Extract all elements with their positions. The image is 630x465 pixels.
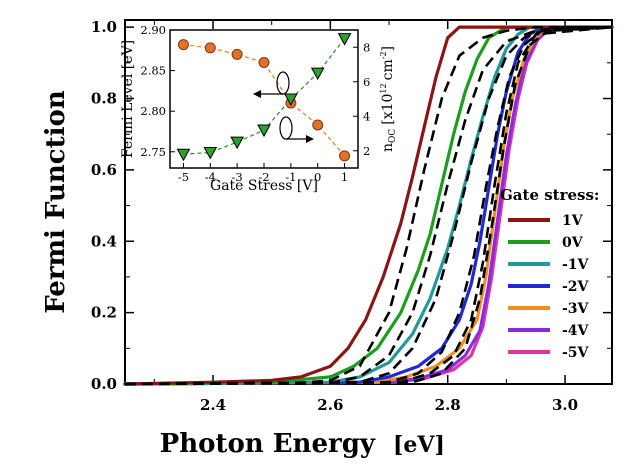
carrier-density-point [257, 124, 271, 138]
legend-items: 1V 0V -1V -2V -3V -4V -5V [508, 213, 590, 361]
series-line--4V [123, 25, 614, 386]
fermi-level-point [177, 39, 189, 51]
legend-label: -3V [562, 301, 590, 317]
legend: Gate stress: 1V 0V -1V -2V -3V -4V -5V [500, 186, 599, 361]
carrier-density-point [176, 148, 191, 162]
fit-line-4 [124, 25, 613, 386]
carrier-density-point [203, 146, 218, 160]
inset-chart: -5 -4 -3 -2 -1 0 1 2.75 2.80 2.85 2.90 2 4 6 8 Gate St… [120, 23, 398, 194]
fermi-level-point [231, 48, 243, 60]
carrier-density-point [230, 136, 244, 150]
inset-x-tick-label: -4 [205, 170, 216, 184]
y-tick-label: 0.2 [91, 304, 117, 322]
fit-curve-group [124, 25, 613, 386]
inset-right-tick-label: 8 [363, 40, 370, 54]
inset-x-tick-label: -2 [258, 170, 269, 184]
legend-label: 0V [562, 235, 584, 251]
inset-x-axis-title: Gate Stress [V] [210, 178, 318, 194]
main-plot-frame [124, 19, 613, 385]
right-axis-base: n [380, 143, 396, 152]
carrier-density-point [337, 33, 352, 46]
x-axis-unit: [eV] [393, 432, 445, 458]
carrier-density-point [310, 67, 325, 81]
inset-x-tick-label: -5 [178, 170, 189, 184]
series-line-0V [123, 25, 614, 386]
fermi-level-point [204, 42, 216, 54]
x-tick-label: 2.6 [317, 396, 343, 414]
legend-label: -5V [562, 345, 590, 361]
inset-x-tick-label: 1 [341, 170, 348, 184]
fit-line-5 [124, 25, 613, 386]
inset-tick-group [170, 29, 358, 168]
right-axis-unit: [x10 [380, 94, 396, 125]
inset-left-tick-label: 2.90 [140, 23, 166, 37]
inset-left-tick-label: 2.80 [140, 104, 166, 118]
y-axis-title: Fermi Function [41, 90, 71, 314]
x-tick-label: 2.8 [435, 396, 461, 414]
right-axis-subscript: OC [388, 129, 398, 143]
series-line-1V [123, 25, 614, 386]
legend-label: -1V [562, 257, 590, 273]
inset-x-tick-label: -3 [232, 170, 243, 184]
legend-label: -4V [562, 323, 590, 339]
inset-x-tick-label: -1 [285, 170, 296, 184]
inset-right-tick-label: 6 [363, 75, 370, 89]
inset-series-group [176, 33, 352, 162]
legend-title: Gate stress: [500, 186, 599, 204]
inset-right-tick-label: 2 [363, 144, 370, 158]
fermi-level-point [258, 56, 270, 68]
right-axis-exponent: 12 [379, 83, 388, 93]
inset-left-tick-label: 2.85 [140, 64, 166, 78]
right-axis-exponent-2: -2 [379, 51, 388, 59]
y-tick-label: 0.6 [91, 161, 117, 179]
x-tick-label: 2.4 [200, 396, 226, 414]
inset-right-axis-title: nOC [x1012 cm-2] [379, 46, 398, 152]
x-axis-title: Photon Energy [160, 429, 376, 459]
legend-label: 1V [562, 213, 584, 229]
carrier-density-point [284, 93, 298, 107]
main-tick-label-group: 2.4 2.6 2.8 3.0 0.0 0.2 0.4 0.6 0.8 1.0 [91, 18, 578, 414]
y-tick-label: 0.4 [91, 232, 117, 250]
inset-background [170, 30, 358, 168]
right-axis-unit-cm: cm [380, 59, 396, 80]
inset-x-tick-label: 0 [314, 170, 321, 184]
y-tick-label: 0.0 [91, 375, 117, 393]
fit-line-6 [124, 25, 613, 386]
fermi-level-point [339, 150, 351, 162]
x-tick-label: 3.0 [552, 396, 578, 414]
right-axis-close: ] [380, 46, 396, 51]
inset-right-tick-label: 4 [363, 109, 370, 123]
legend-label: -2V [562, 279, 590, 295]
y-tick-label: 1.0 [91, 18, 117, 36]
fit-line-1 [124, 25, 612, 386]
fermi-level-point [312, 119, 324, 131]
series-line--2V [123, 25, 614, 386]
inset-left-tick-label: 2.75 [140, 145, 166, 159]
fit-line-3 [124, 25, 613, 386]
inset-tick-label-group: -5 -4 -3 -2 -1 0 1 2.75 2.80 2.85 2.90 2 4 6 8 [140, 23, 370, 184]
inset-left-axis-title: Fermi Level [eV] [120, 40, 136, 158]
y-tick-label: 0.8 [91, 90, 117, 108]
